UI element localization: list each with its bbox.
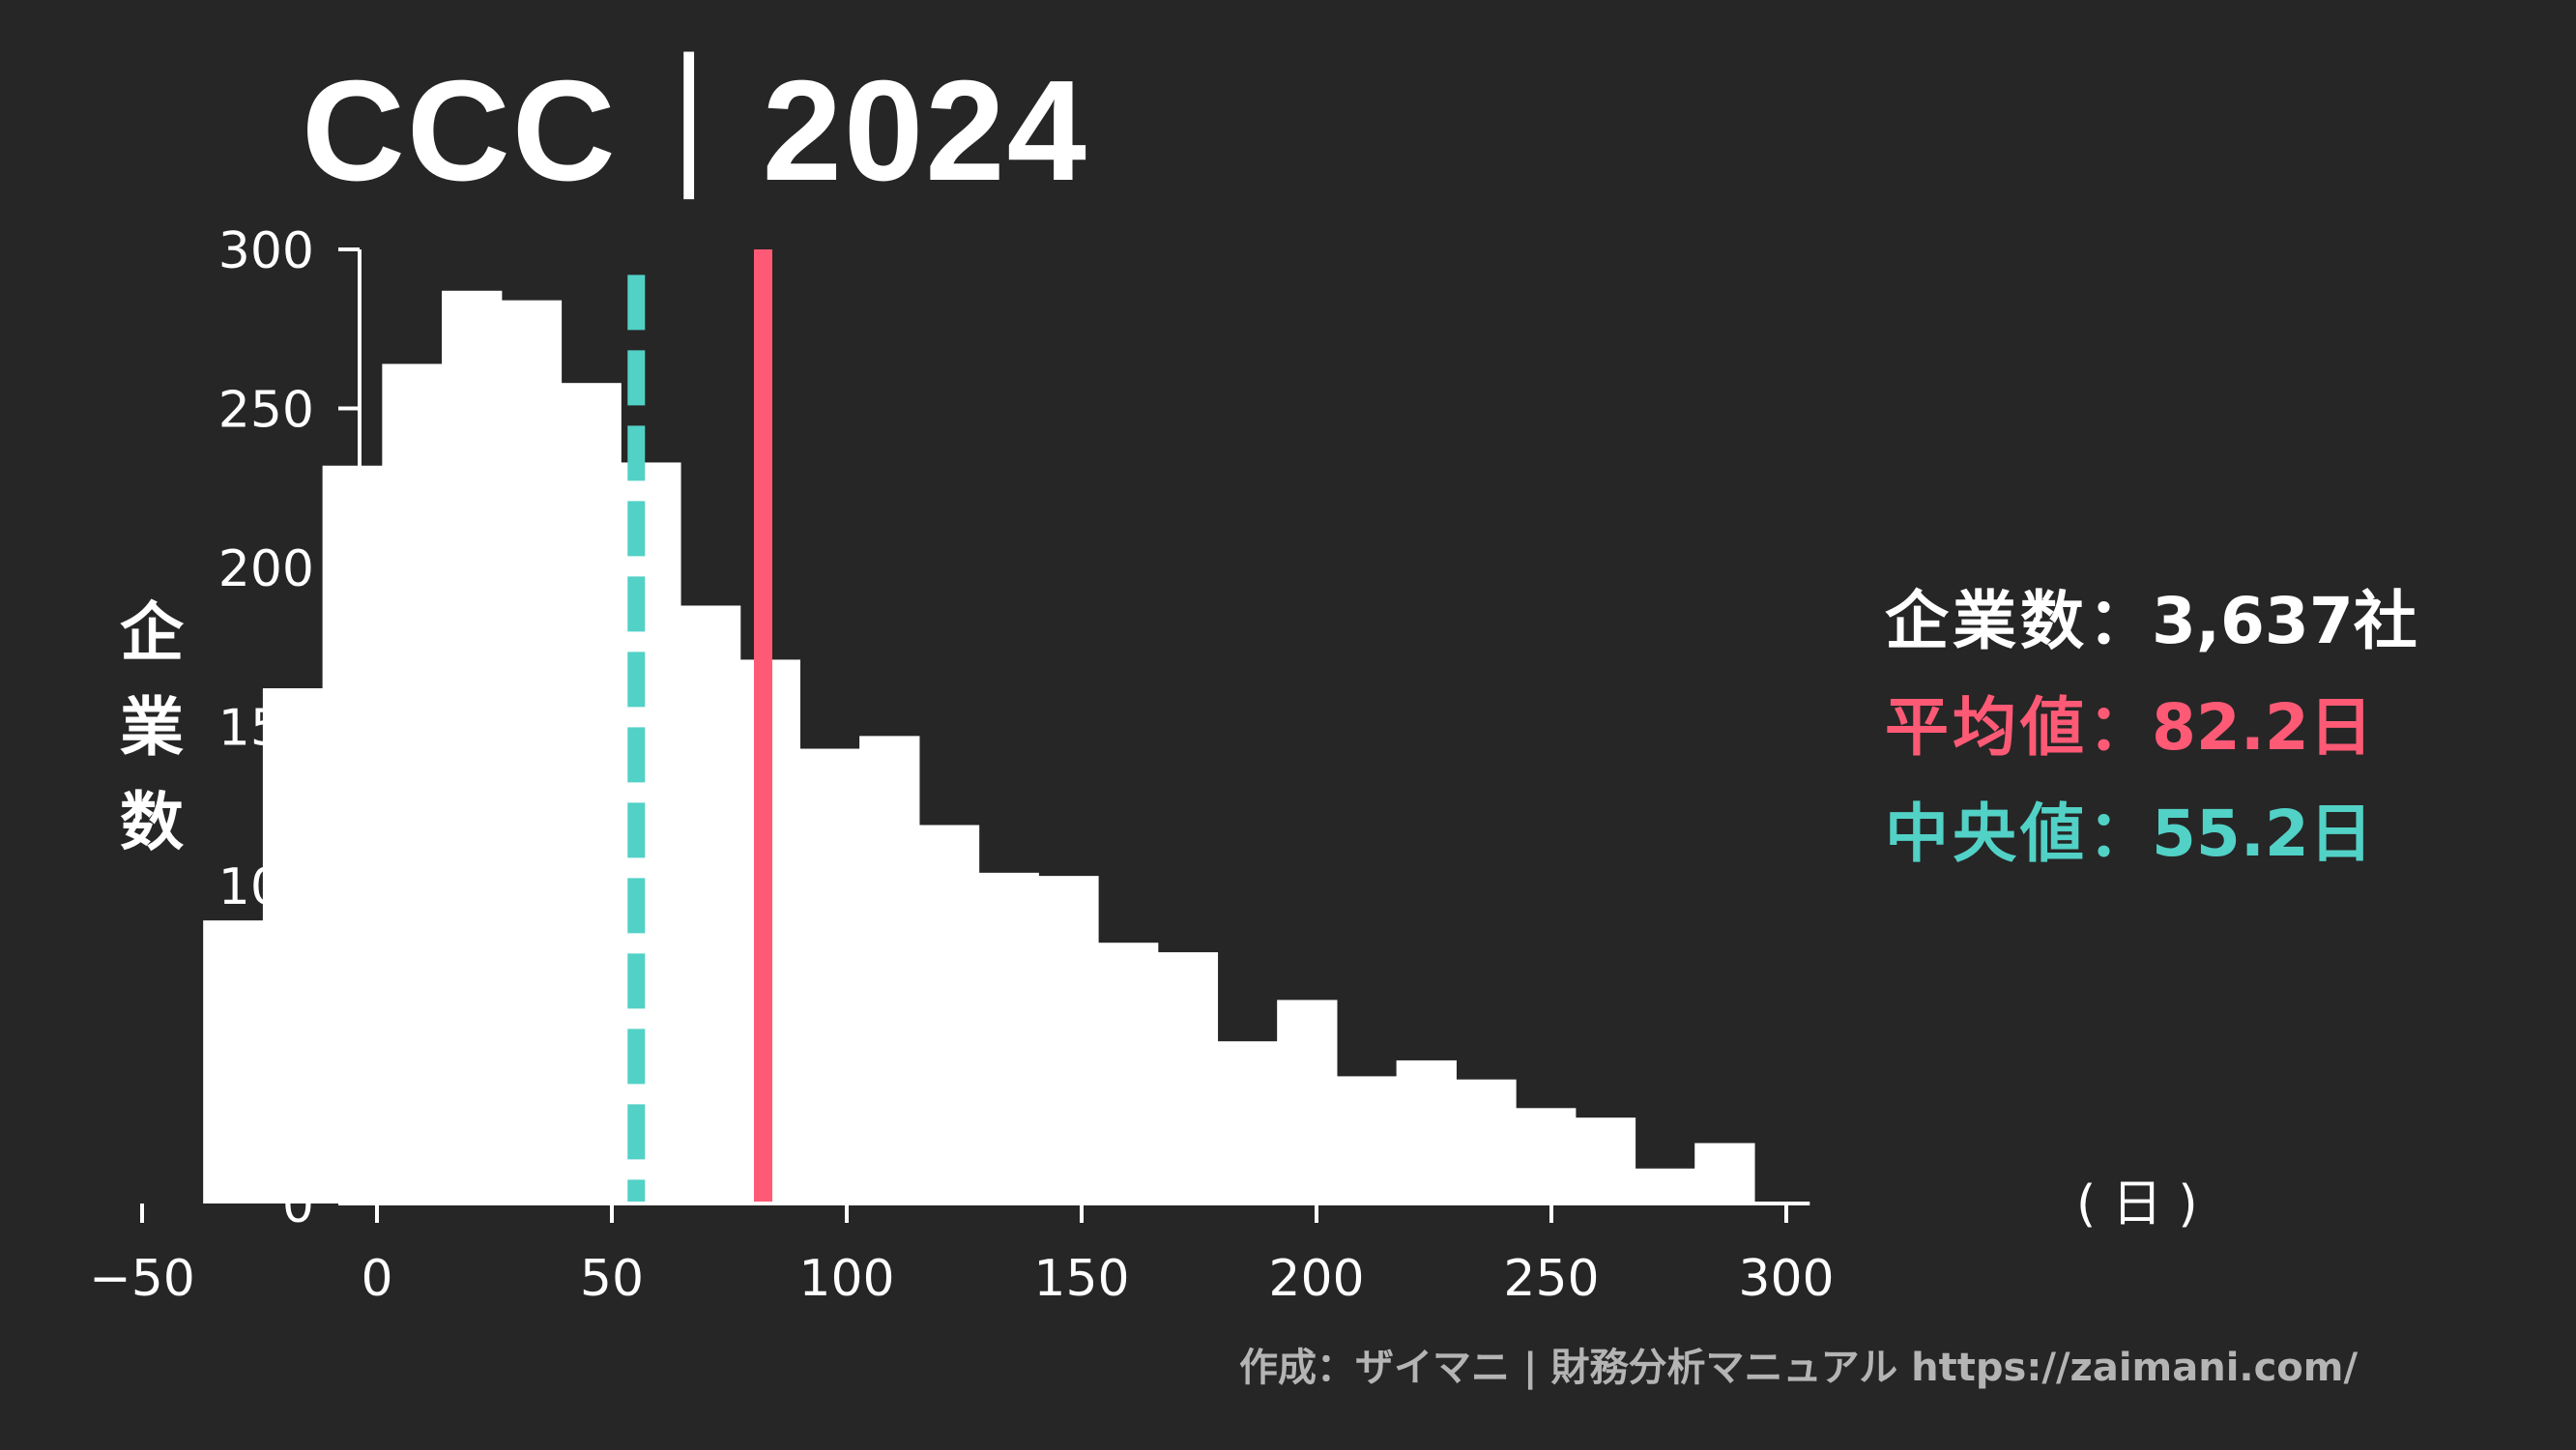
histogram-bar [322, 465, 383, 1204]
y-tick-label: 150 [218, 700, 314, 758]
y-axis-label-char: 企 [120, 595, 184, 670]
histogram-bar [680, 605, 741, 1204]
stat-median-label: 中央値 [1885, 797, 2088, 871]
histogram-bar [1098, 942, 1159, 1204]
y-tick-label: 300 [218, 222, 314, 280]
y-tick-label: 200 [218, 540, 314, 598]
histogram-bar [1157, 952, 1219, 1204]
histogram-bar [859, 736, 920, 1204]
y-tick-label: 250 [218, 382, 314, 440]
y-tick-label: 0 [282, 1176, 314, 1234]
y-axis-label-char: 業 [120, 690, 184, 765]
histogram-bar [918, 825, 980, 1204]
histogram-bar [382, 363, 443, 1204]
x-tick-label: 200 [1268, 1250, 1364, 1308]
axes-layer: 0 50 100 150 200 250 300 −50 0 50 100 150 200 250 300 [89, 222, 1835, 1308]
stats-panel: 企業数：3,637社 平均値：82.2日 中央値：55.2日 [1885, 568, 2417, 887]
histogram-bar [1694, 1143, 1755, 1204]
x-tick-label: 300 [1738, 1250, 1834, 1308]
histogram-bar [1217, 1041, 1278, 1204]
x-axis-unit-label: ( 日 ) [2076, 1175, 2198, 1233]
histogram-bar [1516, 1108, 1577, 1204]
histogram-bar [1575, 1117, 1636, 1204]
histogram-bar [561, 383, 622, 1204]
x-tick-label: 150 [1033, 1250, 1129, 1308]
histogram-bar [1635, 1168, 1695, 1204]
y-tick-label: 100 [218, 858, 314, 916]
histogram-bar [1336, 1076, 1398, 1204]
chart-title: CCC｜2024 [302, 51, 1088, 211]
stat-median-value: ：55.2日 [2088, 797, 2373, 871]
y-axis-label: 企 業 数 [108, 586, 195, 870]
histogram-bar [1277, 1000, 1338, 1204]
histogram-bar [203, 920, 264, 1204]
stat-count: 企業数：3,637社 [1885, 568, 2417, 675]
stat-mean: 平均値：82.2日 [1885, 675, 2417, 781]
stat-mean-value: ：82.2日 [2088, 690, 2373, 765]
x-tick-label: 0 [361, 1250, 392, 1308]
x-tick-label: 250 [1503, 1250, 1599, 1308]
stat-median: 中央値：55.2日 [1885, 781, 2417, 887]
histogram-bar [799, 748, 860, 1204]
x-tick-label: 100 [798, 1250, 894, 1308]
stat-count-label: 企業数 [1885, 584, 2088, 658]
histogram-bar [978, 872, 1039, 1204]
histogram-bar [1396, 1059, 1457, 1204]
bars-layer [203, 290, 1755, 1204]
credit-text: 作成：ザイマニ | 財務分析マニュアル https://zaimani.com/ [1239, 1346, 2359, 1390]
reference-lines-layer [627, 249, 772, 1204]
histogram-bar [1038, 876, 1099, 1204]
histogram-bar [1456, 1079, 1517, 1204]
stat-mean-label: 平均値 [1885, 690, 2088, 765]
y-tick-label: 50 [250, 1018, 314, 1076]
x-tick-label: 50 [580, 1250, 644, 1308]
histogram-bar [501, 300, 563, 1204]
stat-count-value: ：3,637社 [2088, 584, 2417, 658]
x-tick-label: −50 [89, 1250, 195, 1308]
histogram-bar [442, 290, 503, 1204]
histogram-bar [262, 688, 324, 1204]
y-axis-label-char: 数 [120, 785, 184, 859]
